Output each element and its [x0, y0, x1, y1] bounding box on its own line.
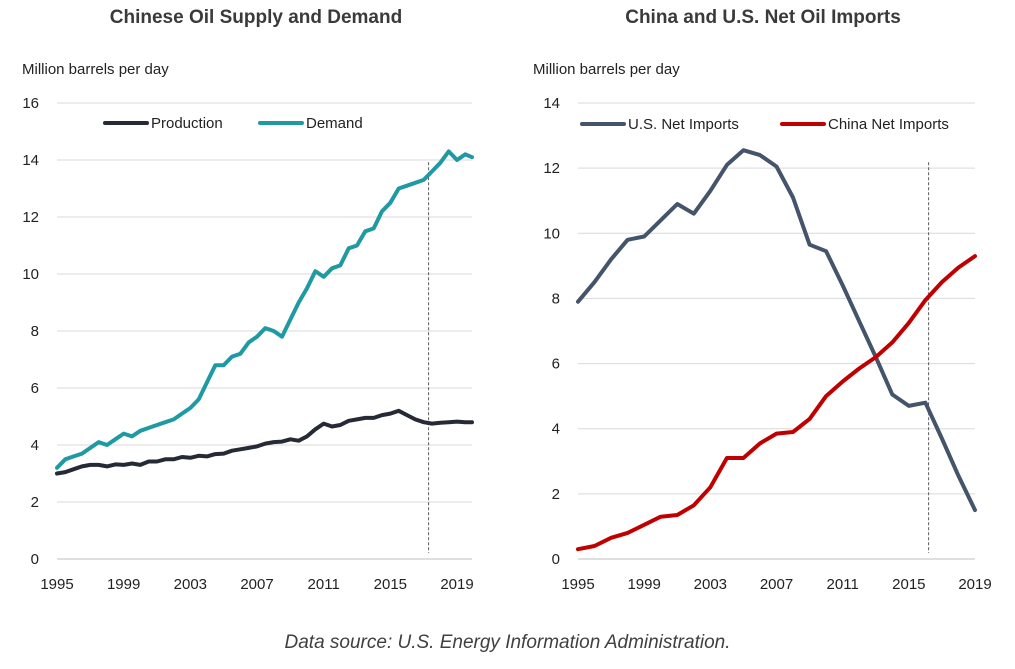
series-line-china-net-imports	[576, 254, 977, 552]
y-tick-label: 4	[552, 421, 560, 438]
x-tick-label: 2007	[240, 576, 273, 593]
x-tick-label: 2007	[760, 576, 793, 593]
chart-net-imports: China and U.S. Net Oil Imports Million ba…	[533, 7, 992, 593]
y-tick-label: 8	[31, 323, 39, 340]
y-tick-label: 10	[543, 225, 560, 242]
x-tick-label: 2015	[374, 576, 407, 593]
chart-china-supply-demand: Chinese Oil Supply and Demand Million bar…	[22, 7, 474, 593]
x-tick-label: 1999	[627, 576, 660, 593]
series-line-demand	[55, 149, 474, 470]
y-tick-label: 6	[552, 356, 560, 373]
x-tick-label: 2019	[958, 576, 991, 593]
y-tick-label: 0	[31, 551, 39, 568]
y-tick-label: 6	[31, 380, 39, 397]
series-line-u-s-net-imports	[576, 148, 977, 513]
y-tick-label: 8	[552, 290, 560, 307]
chart-title: Chinese Oil Supply and Demand	[110, 7, 402, 28]
x-tick-label: 1995	[561, 576, 594, 593]
y-tick-label: 4	[31, 437, 39, 454]
y-tick-label: 14	[22, 152, 39, 169]
y-tick-label: 2	[31, 494, 39, 511]
x-tick-label: 2003	[174, 576, 207, 593]
series-line-production	[55, 408, 474, 476]
source-note: Data source: U.S. Energy Information Adm…	[284, 632, 731, 653]
x-tick-label: 1995	[40, 576, 73, 593]
y-axis-label: Million barrels per day	[533, 61, 680, 78]
legend-label: Production	[151, 115, 223, 132]
y-tick-label: 16	[22, 95, 39, 112]
y-tick-label: 2	[552, 486, 560, 503]
y-axis-label: Million barrels per day	[22, 61, 169, 78]
legend-label: Demand	[306, 115, 363, 132]
x-tick-label: 2015	[892, 576, 925, 593]
x-tick-label: 1999	[107, 576, 140, 593]
chart-title: China and U.S. Net Oil Imports	[625, 7, 901, 28]
legend-label: U.S. Net Imports	[628, 116, 739, 133]
y-tick-label: 12	[543, 160, 560, 177]
y-tick-label: 10	[22, 266, 39, 283]
legend-label: China Net Imports	[828, 116, 949, 133]
x-tick-label: 2011	[308, 576, 340, 593]
x-tick-label: 2019	[440, 576, 473, 593]
y-tick-label: 0	[552, 551, 560, 568]
y-tick-label: 12	[22, 209, 39, 226]
y-tick-label: 14	[543, 95, 560, 112]
x-tick-label: 2011	[827, 576, 859, 593]
x-tick-label: 2003	[694, 576, 727, 593]
